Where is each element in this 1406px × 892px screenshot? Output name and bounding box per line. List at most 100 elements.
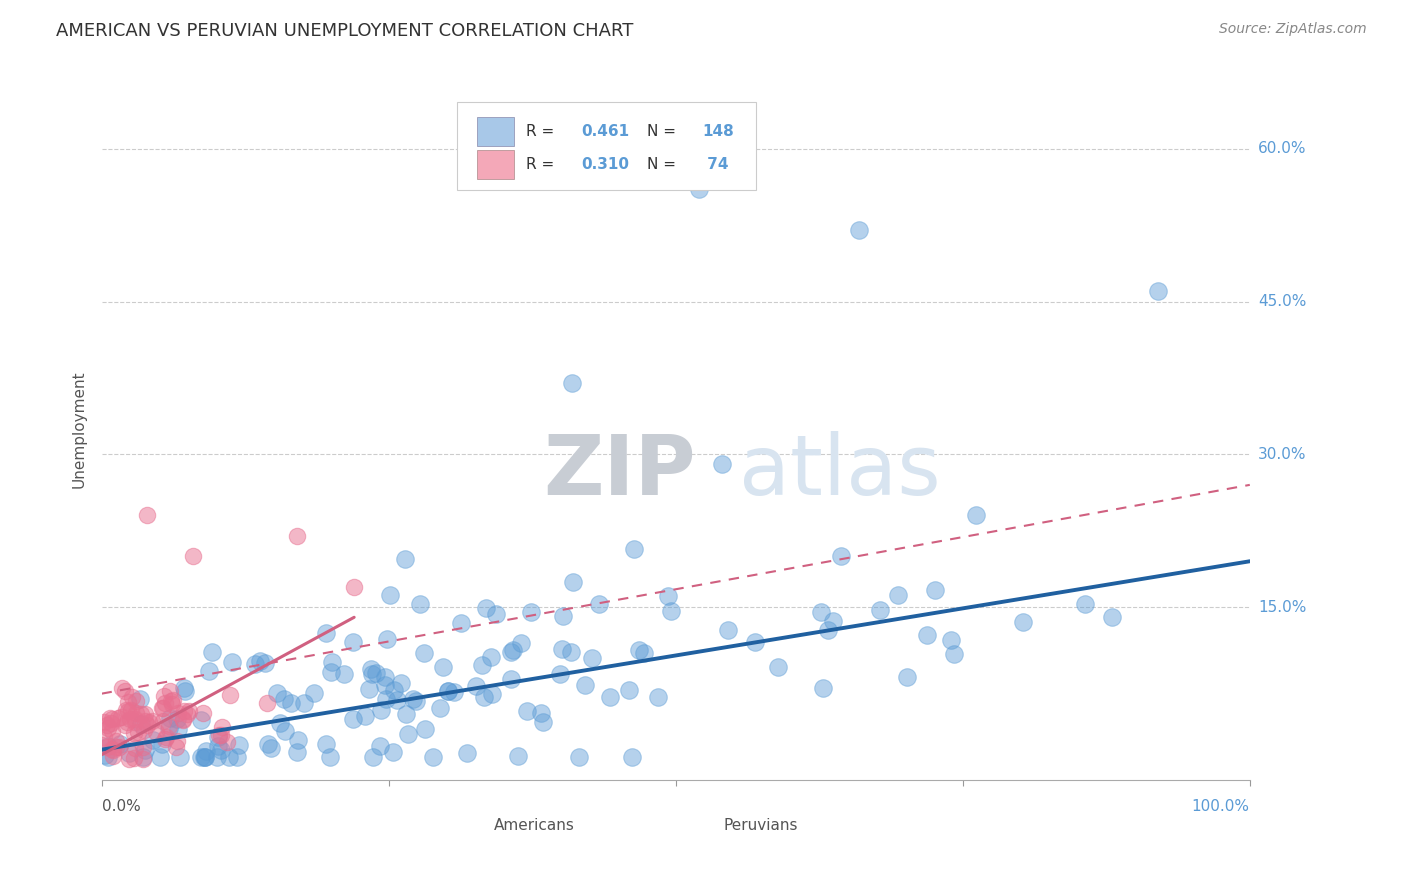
Point [108,737,131,751]
Point [173,681,195,696]
Point [145,724,167,739]
Point [479,649,502,664]
Point [159,711,181,725]
Point [321,655,343,669]
Point [166,734,188,748]
Point [190,749,212,764]
Point [413,722,436,736]
Point [475,600,498,615]
Point [502,642,524,657]
Point [370,703,392,717]
Point [744,635,766,649]
FancyBboxPatch shape [446,817,486,834]
Point [218,749,240,764]
Point [766,660,789,674]
Text: atlas: atlas [738,431,941,511]
Point [499,644,522,658]
Point [657,589,679,603]
Point [104,733,127,747]
Point [717,623,740,637]
Point [633,647,655,661]
Point [201,645,224,659]
Point [364,665,387,680]
Point [114,718,136,732]
Point [193,706,215,720]
Point [97,749,120,764]
Text: N =: N = [647,157,681,172]
Point [939,632,962,647]
Point [101,741,124,756]
Point [501,672,523,686]
Point [141,714,163,728]
Point [561,575,583,590]
Point [1011,615,1033,629]
Point [122,751,145,765]
Point [621,749,644,764]
Text: 148: 148 [702,124,734,139]
Point [165,739,187,754]
Point [260,740,283,755]
Point [243,657,266,671]
Point [285,529,308,543]
Point [207,731,229,745]
Point [155,696,177,710]
Point [896,669,918,683]
Point [887,588,910,602]
Point [172,713,194,727]
FancyBboxPatch shape [676,817,716,834]
Point [218,689,240,703]
Point [91,739,114,753]
Point [529,706,551,721]
Point [510,636,533,650]
Point [394,552,416,566]
Point [169,749,191,764]
Point [813,681,835,696]
Point [688,182,710,196]
FancyBboxPatch shape [477,150,513,179]
Point [153,732,176,747]
Point [142,732,165,747]
Point [249,654,271,668]
Text: 15.0%: 15.0% [1258,599,1306,615]
Point [374,678,396,692]
Point [107,710,129,724]
Point [177,704,200,718]
Text: 45.0%: 45.0% [1258,294,1306,309]
Point [152,701,174,715]
Point [254,656,277,670]
Point [93,714,115,729]
Point [830,549,852,563]
Text: N =: N = [647,124,681,139]
Point [162,693,184,707]
FancyBboxPatch shape [457,102,756,190]
Point [516,704,538,718]
Point [560,645,582,659]
Text: 74: 74 [702,157,728,172]
Point [96,739,118,754]
Point [280,696,302,710]
Point [647,690,669,704]
Point [150,701,173,715]
Point [209,728,232,742]
Point [150,737,173,751]
Point [100,724,122,739]
Point [117,695,139,709]
Point [124,726,146,740]
Point [125,694,148,708]
Point [395,706,418,721]
Text: Americans: Americans [495,819,575,833]
Point [132,723,155,738]
Point [194,749,217,764]
Point [160,698,183,712]
Point [342,712,364,726]
Point [176,707,198,722]
Point [97,739,120,753]
Point [134,743,156,757]
Point [361,749,384,764]
Point [194,749,217,764]
Point [155,730,177,744]
Point [568,749,591,764]
Point [172,712,194,726]
Point [107,740,129,755]
Point [93,730,115,744]
